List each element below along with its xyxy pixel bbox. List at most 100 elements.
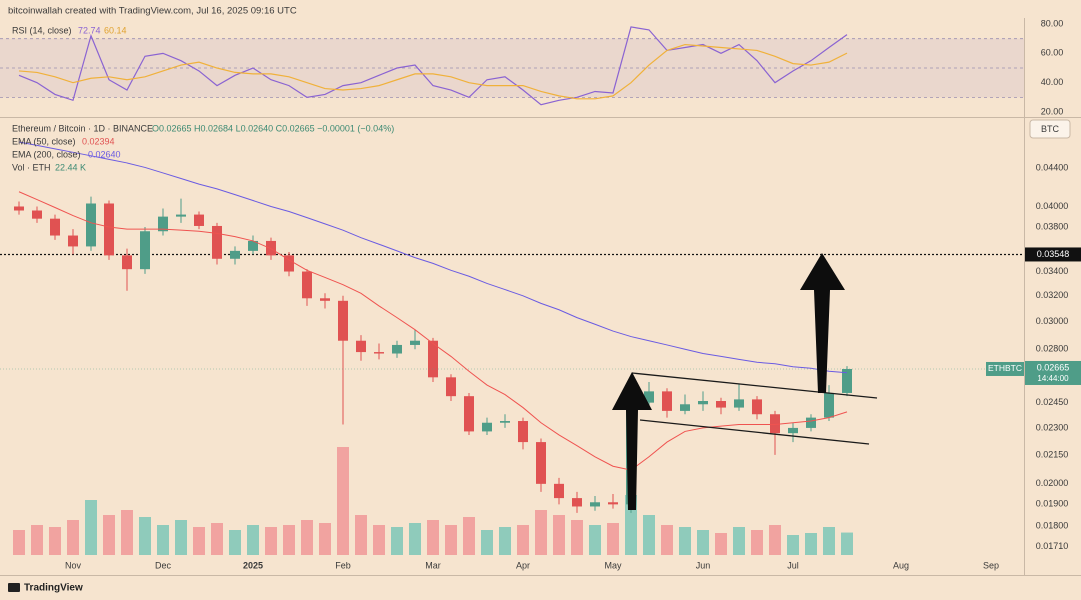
- volume-bar: [751, 530, 763, 555]
- legend-value: 0.02640: [88, 149, 121, 159]
- candle-body: [608, 502, 618, 505]
- candle-body: [32, 210, 42, 219]
- candle-body: [68, 235, 78, 247]
- candle-body: [500, 421, 510, 423]
- volume-bar: [463, 517, 475, 555]
- volume-bar: [157, 525, 169, 555]
- candle-body: [446, 377, 456, 397]
- currency-box[interactable]: [1029, 119, 1071, 139]
- symbol-label: ETHBTC: [988, 363, 1022, 373]
- arrow-up: [800, 253, 845, 393]
- volume-bar: [373, 525, 385, 555]
- volume-bar: [733, 527, 745, 555]
- x-tick-label: Nov: [65, 560, 82, 570]
- volume-bar: [427, 520, 439, 555]
- candle-body: [698, 401, 708, 405]
- volume-bar: [499, 527, 511, 555]
- y-tick-label: 0.03400: [1036, 266, 1069, 276]
- x-tick-label: Dec: [155, 560, 172, 570]
- volume-bar: [265, 527, 277, 555]
- y-tick-label: 0.04000: [1036, 201, 1069, 211]
- volume-bar: [103, 515, 115, 555]
- candle-body: [50, 218, 60, 236]
- volume-bar: [13, 530, 25, 555]
- volume-bar: [805, 533, 817, 555]
- candle-body: [392, 344, 402, 354]
- candle-body: [518, 421, 528, 443]
- x-tick-label: 2025: [243, 560, 263, 570]
- channel-lower: [639, 419, 870, 445]
- volume-bar: [715, 533, 727, 555]
- candle-body: [752, 399, 762, 415]
- candle-body: [248, 240, 258, 251]
- volume-bar: [571, 520, 583, 555]
- y-tick-label: 20.00: [1041, 106, 1064, 116]
- candle-body: [644, 391, 654, 403]
- volume-bar: [535, 510, 547, 555]
- header: bitcoinwallah created with TradingView.c…: [8, 6, 297, 17]
- legend-label: EMA (200, close): [12, 149, 81, 159]
- candle-body: [662, 391, 672, 411]
- level-label: 0.03548: [1037, 249, 1070, 259]
- volume-bar: [769, 525, 781, 555]
- rsi-value: 72.74: [78, 25, 101, 35]
- x-tick-label: Mar: [425, 560, 441, 570]
- y-tick-label: 0.03000: [1036, 316, 1069, 326]
- candle-body: [158, 216, 168, 232]
- x-tick-label: Sep: [983, 560, 999, 570]
- symbol-label-box: [986, 361, 1024, 376]
- currency: BTC: [1041, 124, 1060, 134]
- candle-body: [14, 206, 24, 211]
- y-tick-label: 0.02800: [1036, 344, 1069, 354]
- candle-body: [338, 300, 348, 341]
- volume-bar: [661, 525, 673, 555]
- volume-bar: [247, 525, 259, 555]
- plot: [0, 26, 1024, 555]
- x-tick-label: Feb: [335, 560, 351, 570]
- y-tick-label: 0.04400: [1036, 163, 1069, 173]
- candle-body: [140, 231, 150, 270]
- volume-bar: [589, 525, 601, 555]
- candle-body: [842, 368, 852, 393]
- candle-body: [788, 427, 798, 434]
- rsi-title: RSI (14, close): [12, 25, 72, 35]
- candle-body: [356, 340, 366, 353]
- candle-body: [770, 414, 780, 434]
- volume-bar: [445, 525, 457, 555]
- volume-bar: [193, 527, 205, 555]
- candle-body: [284, 255, 294, 272]
- candle-body: [536, 442, 546, 484]
- candle-body: [680, 404, 690, 411]
- candle-body: [104, 203, 114, 256]
- candle-body: [572, 498, 582, 507]
- x-tick-label: Jul: [787, 560, 799, 570]
- volume-bar: [607, 523, 619, 555]
- candle-body: [176, 214, 186, 217]
- volume-bar: [85, 500, 97, 555]
- volume-bar: [283, 525, 295, 555]
- rsi-line: [18, 26, 848, 106]
- candle-body: [410, 340, 420, 345]
- volume-bar: [481, 530, 493, 555]
- candle-body: [374, 352, 384, 354]
- volume-bar: [211, 523, 223, 555]
- volume-bar: [553, 515, 565, 555]
- arrow-up: [612, 372, 652, 510]
- last-price-box: [1025, 360, 1081, 385]
- y-tick-label: 0.01900: [1036, 499, 1069, 509]
- candle-body: [554, 483, 564, 499]
- last-price-label: 0.02665: [1037, 362, 1070, 372]
- candle-body: [806, 417, 816, 428]
- candle-body: [716, 401, 726, 408]
- ohlc: O0.02665 H0.02684 L0.02640 C0.02665 −0.0…: [152, 123, 394, 133]
- x-tick-label: Jun: [696, 560, 711, 570]
- y-tick-label: 0.02300: [1036, 422, 1069, 432]
- volume-bar: [391, 527, 403, 555]
- volume-bar: [229, 530, 241, 555]
- candle-body: [428, 340, 438, 378]
- volume-bar: [823, 527, 835, 555]
- ema-line: [18, 141, 848, 374]
- x-tick-label: Aug: [893, 560, 909, 570]
